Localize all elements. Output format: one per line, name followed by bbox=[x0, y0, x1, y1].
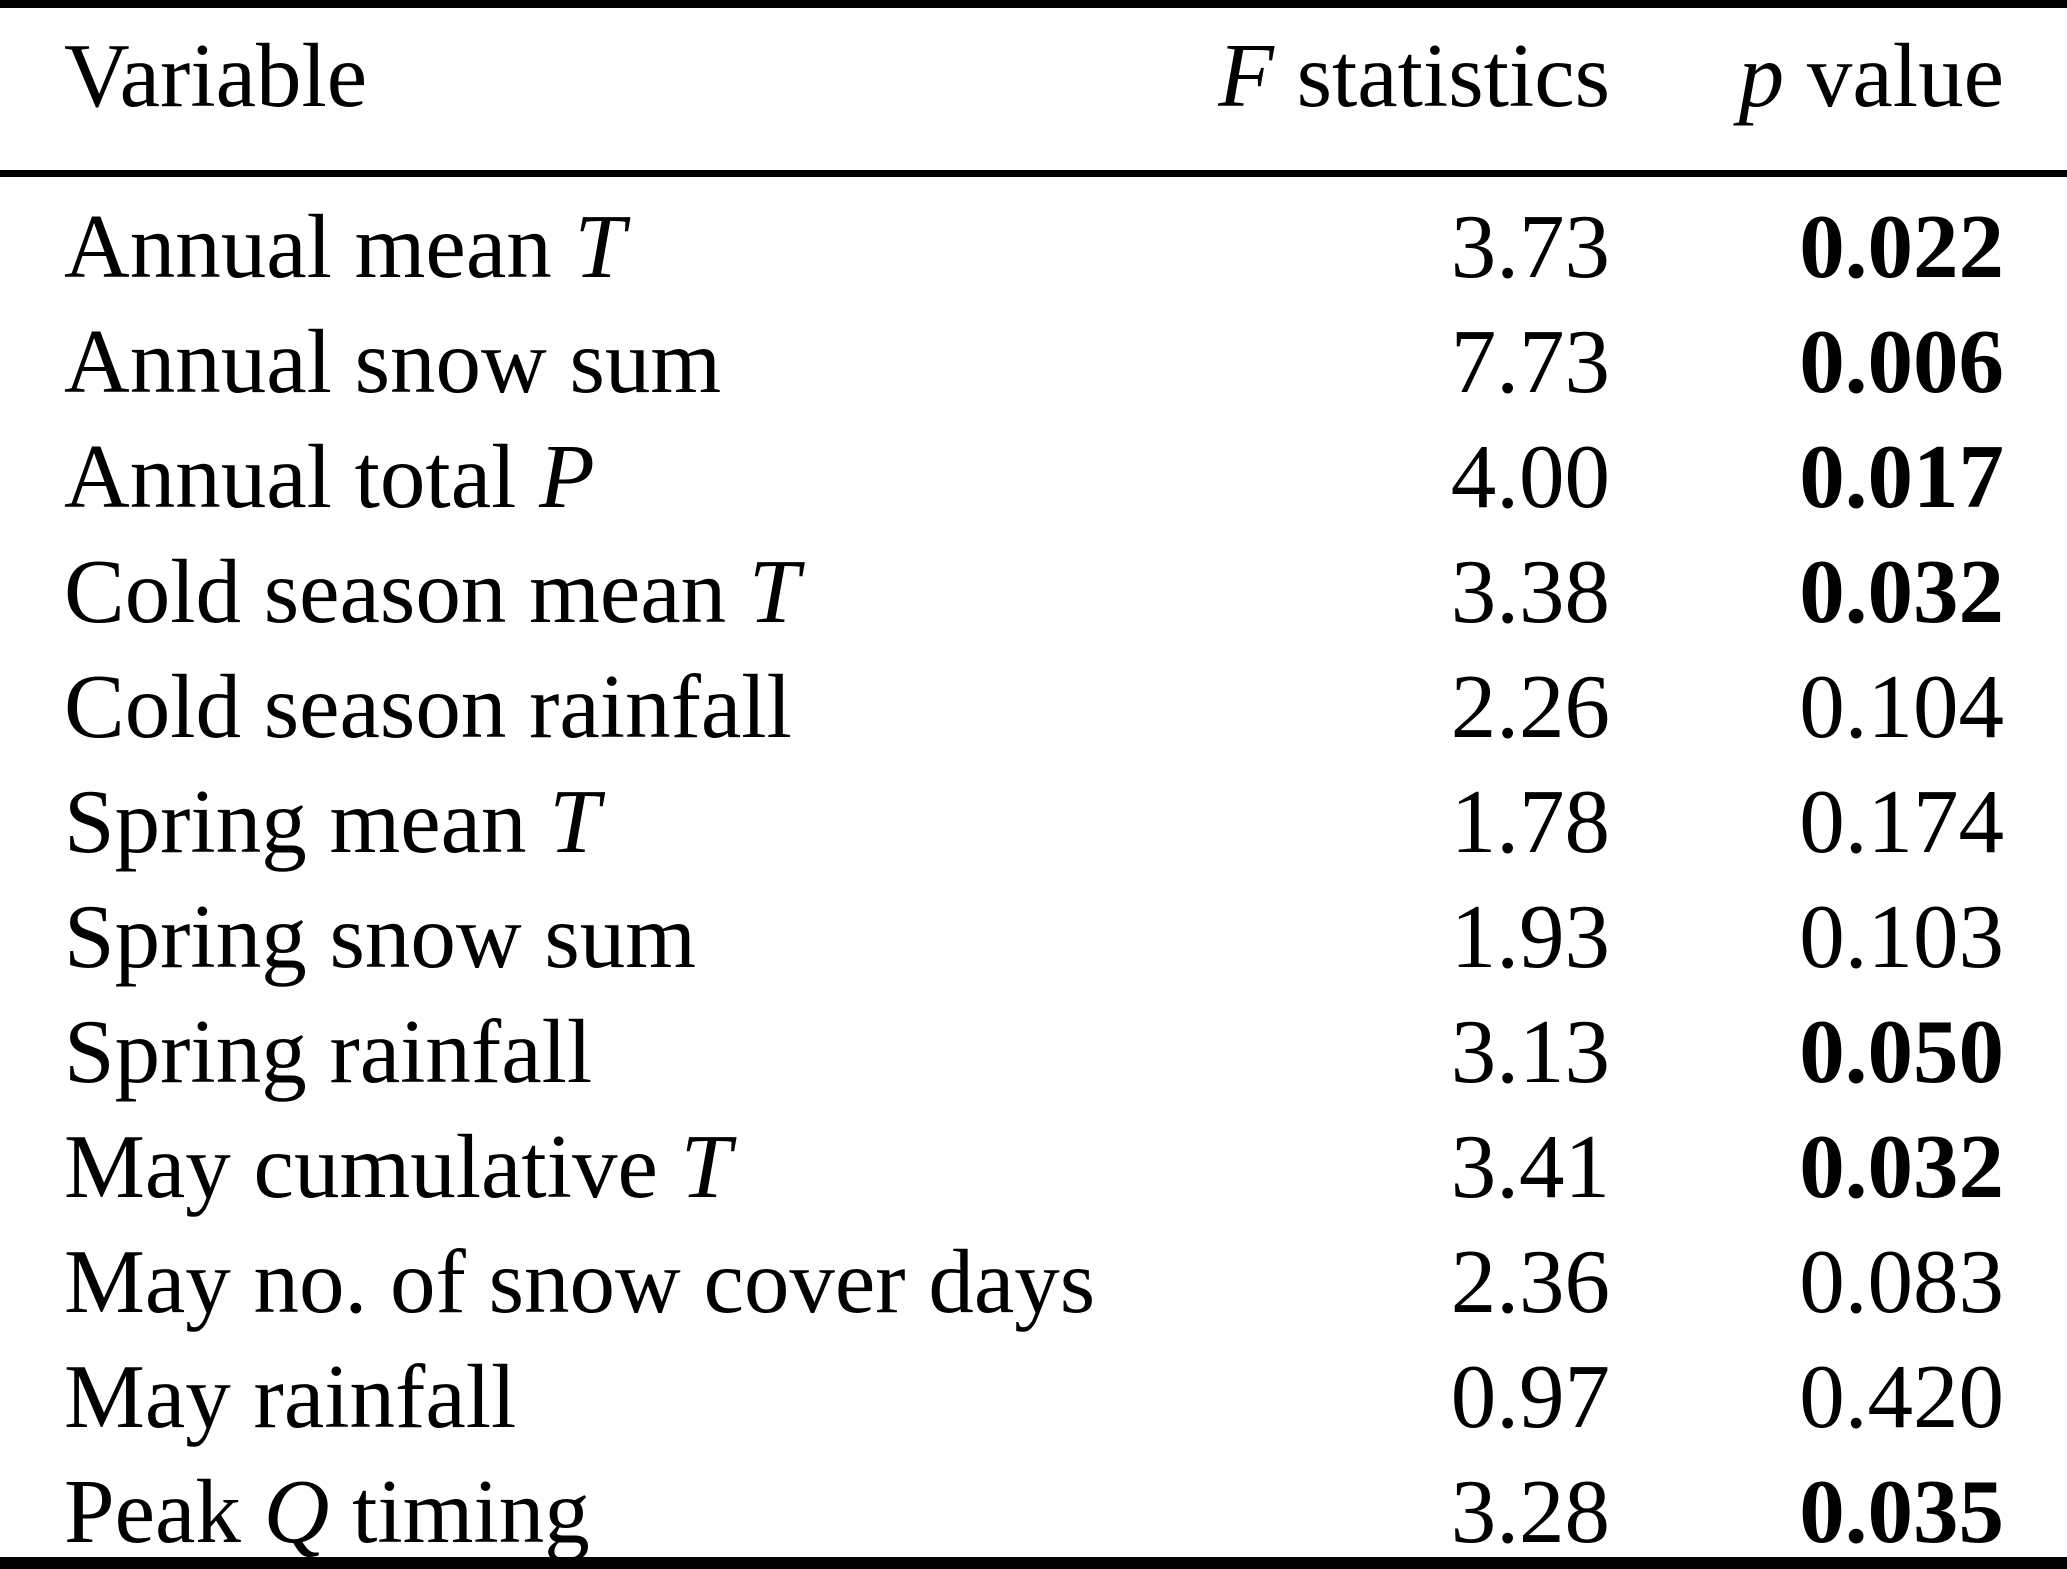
table-row: Spring mean T 1.78 0.174 bbox=[0, 752, 2067, 867]
table-row: May no. of snow cover days 2.36 0.083 bbox=[0, 1212, 2067, 1327]
p-value-cell: 0.103 bbox=[1799, 886, 2004, 987]
f-statistic-cell: 4.00 bbox=[1450, 426, 1610, 527]
p-value-cell: 0.017 bbox=[1799, 426, 2004, 527]
variable-cell: May cumulative T bbox=[64, 1116, 732, 1217]
p-label-rest: value bbox=[1784, 25, 2004, 126]
table-row: Peak Q timing 3.28 0.035 bbox=[0, 1442, 2067, 1557]
table-row: Cold season mean T 3.38 0.032 bbox=[0, 522, 2067, 637]
f-statistic-cell: 7.73 bbox=[1450, 311, 1610, 412]
f-label-rest: statistics bbox=[1273, 25, 1610, 126]
anova-statistics-table: Variable F statistics p value Annual mea… bbox=[0, 8, 2067, 1557]
f-statistic-cell: 3.41 bbox=[1450, 1116, 1610, 1217]
variable-cell: Annual snow sum bbox=[64, 311, 722, 412]
table-row: Annual total P 4.00 0.017 bbox=[0, 407, 2067, 522]
table-top-rule bbox=[0, 0, 2067, 8]
column-header-f-statistics: F statistics bbox=[1150, 8, 1610, 177]
p-value-cell: 0.035 bbox=[1799, 1461, 2004, 1562]
p-value-cell: 0.006 bbox=[1799, 311, 2004, 412]
p-value-cell: 0.083 bbox=[1799, 1231, 2004, 1332]
variable-cell: Peak Q timing bbox=[64, 1461, 590, 1562]
p-value-cell: 0.050 bbox=[1799, 1001, 2004, 1102]
table-row: May rainfall 0.97 0.420 bbox=[0, 1327, 2067, 1442]
table-row: Spring rainfall 3.13 0.050 bbox=[0, 982, 2067, 1097]
f-statistic-cell: 2.26 bbox=[1450, 656, 1610, 757]
f-statistic-cell: 0.97 bbox=[1450, 1346, 1610, 1447]
table-row: Cold season rainfall 2.26 0.104 bbox=[0, 637, 2067, 752]
p-symbol: p bbox=[1738, 25, 1785, 126]
variable-cell: May no. of snow cover days bbox=[64, 1231, 1096, 1332]
f-statistic-cell: 1.93 bbox=[1450, 886, 1610, 987]
p-value-cell: 0.420 bbox=[1799, 1346, 2004, 1447]
p-value-cell: 0.022 bbox=[1799, 196, 2004, 297]
variable-cell: Annual total P bbox=[64, 426, 595, 527]
f-statistic-cell: 1.78 bbox=[1450, 771, 1610, 872]
p-value-cell: 0.032 bbox=[1799, 541, 2004, 642]
table-header-row: Variable F statistics p value bbox=[0, 8, 2067, 177]
f-symbol: F bbox=[1218, 25, 1274, 126]
variable-cell: Spring rainfall bbox=[64, 1001, 593, 1102]
column-header-p-value: p value bbox=[1610, 8, 2067, 177]
f-statistic-cell: 2.36 bbox=[1450, 1231, 1610, 1332]
variable-cell: May rainfall bbox=[64, 1346, 517, 1447]
variable-cell: Spring mean T bbox=[64, 771, 600, 872]
table-row: Annual snow sum 7.73 0.006 bbox=[0, 292, 2067, 407]
p-value-cell: 0.104 bbox=[1799, 656, 2004, 757]
variable-cell: Spring snow sum bbox=[64, 886, 697, 987]
f-statistic-cell: 3.38 bbox=[1450, 541, 1610, 642]
p-value-cell: 0.174 bbox=[1799, 771, 2004, 872]
f-statistic-cell: 3.28 bbox=[1450, 1461, 1610, 1562]
variable-cell: Annual mean T bbox=[64, 196, 626, 297]
table-row: Spring snow sum 1.93 0.103 bbox=[0, 867, 2067, 982]
f-statistic-cell: 3.73 bbox=[1450, 196, 1610, 297]
table-row: Annual mean T 3.73 0.022 bbox=[0, 177, 2067, 292]
table-row: May cumulative T 3.41 0.032 bbox=[0, 1097, 2067, 1212]
table-bottom-rule bbox=[0, 1557, 2067, 1569]
column-header-variable: Variable bbox=[0, 8, 1150, 177]
f-statistic-cell: 3.13 bbox=[1450, 1001, 1610, 1102]
variable-cell: Cold season rainfall bbox=[64, 656, 792, 757]
p-value-cell: 0.032 bbox=[1799, 1116, 2004, 1217]
variable-cell: Cold season mean T bbox=[64, 541, 800, 642]
